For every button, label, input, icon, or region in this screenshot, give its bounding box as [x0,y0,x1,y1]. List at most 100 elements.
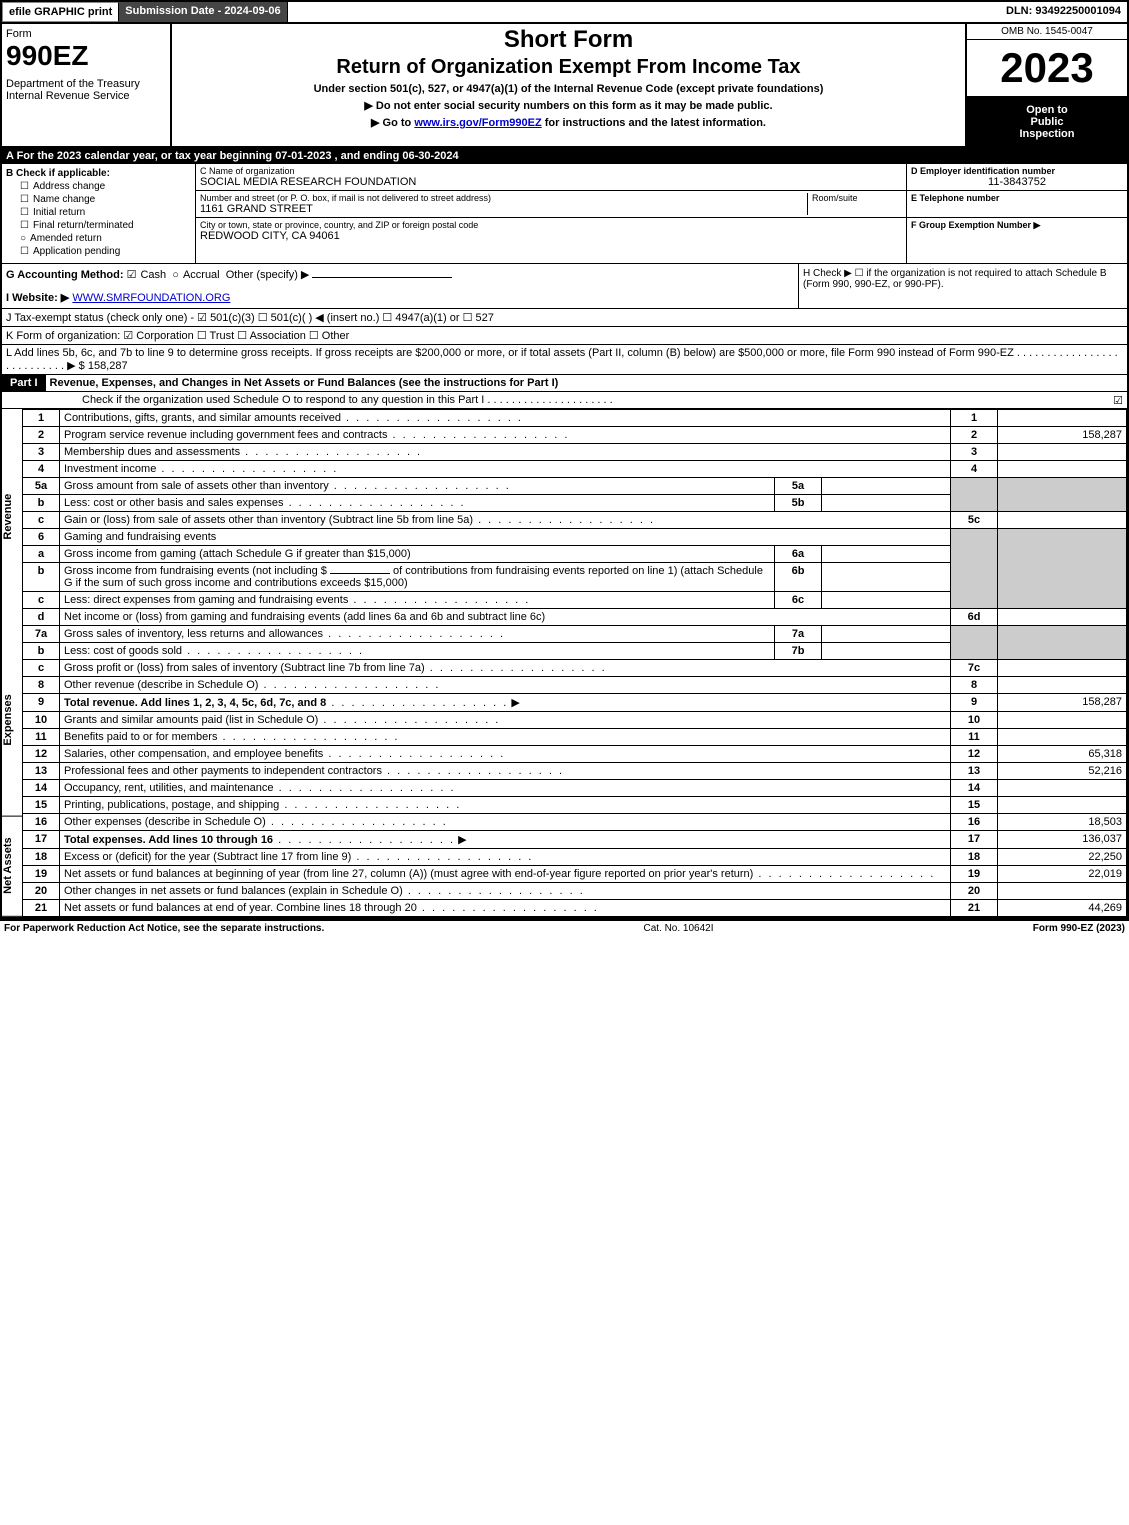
efile-print-button[interactable]: efile GRAPHIC print [2,2,119,22]
check-accrual[interactable]: Accrual [172,269,219,281]
line-20-desc: Other changes in net assets or fund bala… [64,885,585,897]
check-application-pending[interactable]: Application pending [6,246,191,257]
line-3: 3 Membership dues and assessments 3 [23,444,1127,461]
street-cell: Number and street (or P. O. box, if mail… [196,191,906,218]
section-g-label: G Accounting Method: [6,269,124,281]
part-i-checkbox[interactable]: ☑ [1113,394,1123,407]
ein-cell: D Employer identification number 11-3843… [907,164,1127,191]
check-amended-return[interactable]: Amended return [6,233,191,244]
group-exemption-cell: F Group Exemption Number ▶ [907,218,1127,245]
line-6b-desc: Gross income from fundraising events (no… [60,563,775,592]
line-8-val [998,677,1127,694]
check-name-change[interactable]: Name change [6,194,191,205]
form-title-return: Return of Organization Exempt From Incom… [172,56,965,79]
line-7c: c Gross profit or (loss) from sales of i… [23,660,1127,677]
section-g-h: G Accounting Method: Cash Accrual Other … [2,264,1127,309]
line-1: 1 Contributions, gifts, grants, and simi… [23,410,1127,427]
ein: 11-3843752 [911,176,1123,188]
street: 1161 GRAND STREET [200,203,803,215]
line-12: 12 Salaries, other compensation, and emp… [23,746,1127,763]
line-9-desc: Total revenue. Add lines 1, 2, 3, 4, 5c,… [64,697,326,709]
section-a: A For the 2023 calendar year, or tax yea… [2,148,1127,164]
info-block: B Check if applicable: Address change Na… [2,164,1127,264]
instructions-link[interactable]: www.irs.gov/Form990EZ [414,117,541,129]
line-18-desc: Excess or (deficit) for the year (Subtra… [64,851,533,863]
line-7c-desc: Gross profit or (loss) from sales of inv… [64,662,607,674]
expenses-label: Expenses [2,624,22,817]
instructions-link-row: ▶ Go to www.irs.gov/Form990EZ for instru… [172,116,965,129]
telephone-cell: E Telephone number [907,191,1127,218]
line-14-val [998,780,1127,797]
line-4: 4 Investment income 4 [23,461,1127,478]
omb-number: OMB No. 1545-0047 [967,24,1127,40]
line-9: 9 Total revenue. Add lines 1, 2, 3, 4, 5… [23,694,1127,712]
line-6c-subval [822,592,951,609]
header-left: Form 990EZ Department of the Treasury In… [2,24,172,146]
check-address-change[interactable]: Address change [6,181,191,192]
line-6b-sub: 6b [775,563,822,592]
form-word: Form [6,28,166,40]
dept-treasury: Department of the Treasury [6,78,166,90]
line-5a-desc: Gross amount from sale of assets other t… [64,480,511,492]
line-17-desc: Total expenses. Add lines 10 through 16 [64,834,273,846]
city: REDWOOD CITY, CA 94061 [200,230,902,242]
form-title-short: Short Form [172,26,965,54]
line-6a-subval [822,546,951,563]
line-18: 18 Excess or (deficit) for the year (Sub… [23,849,1127,866]
check-final-return[interactable]: Final return/terminated [6,220,191,231]
form-container: efile GRAPHIC print Submission Date - 20… [0,0,1129,919]
website-link[interactable]: WWW.SMRFOUNDATION.ORG [72,292,230,304]
line-19-val: 22,019 [998,866,1127,883]
line-5b-sub: 5b [775,495,822,512]
top-bar: efile GRAPHIC print Submission Date - 20… [2,2,1127,24]
page-footer: For Paperwork Reduction Act Notice, see … [0,919,1129,936]
vertical-labels: Revenue Expenses Net Assets [2,409,23,917]
footer-left: For Paperwork Reduction Act Notice, see … [4,923,324,934]
line-6d: d Net income or (loss) from gaming and f… [23,609,1127,626]
header-right: OMB No. 1545-0047 2023 Open to Public In… [967,24,1127,146]
street-label: Number and street (or P. O. box, if mail… [200,193,803,203]
check-cash[interactable]: Cash [127,269,167,281]
line-19: 19 Net assets or fund balances at beginn… [23,866,1127,883]
line-19-desc: Net assets or fund balances at beginning… [64,868,935,880]
dln: DLN: 93492250001094 [1000,2,1127,22]
footer-right: Form 990-EZ (2023) [1033,923,1125,934]
section-b-label: B Check if applicable: [6,168,191,179]
check-initial-return[interactable]: Initial return [6,207,191,218]
line-4-val [998,461,1127,478]
line-2: 2 Program service revenue including gove… [23,427,1127,444]
line-14-desc: Occupancy, rent, utilities, and maintena… [64,782,456,794]
line-1-desc: Contributions, gifts, grants, and simila… [64,412,523,424]
inspection-line-1: Open to [973,104,1121,116]
part-i-header: Part I Revenue, Expenses, and Changes in… [2,375,1127,392]
line-11-val [998,729,1127,746]
line-5b-desc: Less: cost or other basis and sales expe… [64,497,466,509]
line-3-val [998,444,1127,461]
org-name-cell: C Name of organization SOCIAL MEDIA RESE… [196,164,906,191]
line-1-val [998,410,1127,427]
org-name: SOCIAL MEDIA RESEARCH FOUNDATION [200,176,902,188]
section-b: B Check if applicable: Address change Na… [2,164,196,263]
line-6d-desc: Net income or (loss) from gaming and fun… [60,609,951,626]
line-3-desc: Membership dues and assessments [64,446,422,458]
group-exemption-label: F Group Exemption Number ▶ [911,220,1123,231]
line-7b-subval [822,643,951,660]
line-15-val [998,797,1127,814]
line-7a-sub: 7a [775,626,822,643]
line-21-desc: Net assets or fund balances at end of ye… [64,902,599,914]
line-6b-subval [822,563,951,592]
line-12-desc: Salaries, other compensation, and employ… [64,748,505,760]
instructions-text: ▶ Go to [371,117,414,129]
form-number: 990EZ [6,40,166,72]
city-label: City or town, state or province, country… [200,220,902,230]
line-5b-subval [822,495,951,512]
line-11-desc: Benefits paid to or for members [64,731,400,743]
inspection-line-2: Public [973,116,1121,128]
line-15-desc: Printing, publications, postage, and shi… [64,799,461,811]
other-specify-input[interactable] [312,277,452,278]
line-14: 14 Occupancy, rent, utilities, and maint… [23,780,1127,797]
part-i-label: Part I [2,375,46,391]
other-specify: Other (specify) ▶ [226,269,310,281]
line-10-desc: Grants and similar amounts paid (list in… [64,714,500,726]
form-subtitle: Under section 501(c), 527, or 4947(a)(1)… [172,83,965,95]
